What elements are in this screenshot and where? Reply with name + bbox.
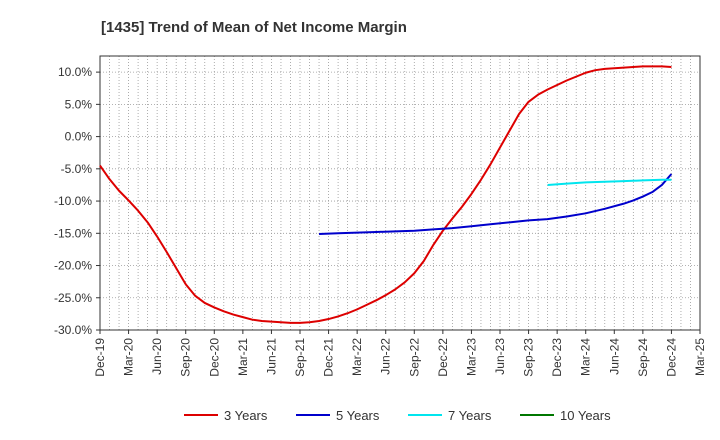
y-tick-label: 0.0% [65, 130, 93, 144]
chart-title: [1435] Trend of Mean of Net Income Margi… [101, 19, 407, 36]
x-tick-label: Dec-23 [550, 338, 564, 377]
y-tick-label: -20.0% [54, 259, 92, 273]
x-tick-label: Sep-20 [179, 338, 193, 377]
x-tick-label: Dec-21 [322, 338, 336, 377]
series-line-5-years [319, 173, 673, 235]
y-axis: 10.0% 5.0% 0.0% -5.0% -10.0% -15.0% -20.0% -25.… [54, 65, 100, 337]
x-tick-label: Jun-21 [264, 338, 278, 375]
y-tick-label: -30.0% [54, 323, 92, 337]
series-line-3-years [99, 65, 672, 324]
legend-label: 5 Years [336, 408, 380, 423]
y-tick-label: 10.0% [58, 65, 92, 79]
series-line-7-years [547, 178, 672, 186]
x-tick-label: Jun-23 [493, 338, 507, 375]
x-tick-label: Sep-24 [636, 338, 650, 377]
x-tick-label: Jun-20 [150, 338, 164, 375]
y-tick-label: -25.0% [54, 291, 92, 305]
x-axis: Dec-19 Mar-20 Jun-20 Sep-20 Dec-20 Mar-21 Jun-… [93, 330, 707, 377]
legend: 3 Years 5 Years 7 Years 10 Years [184, 408, 611, 423]
y-tick-label: -15.0% [54, 226, 92, 240]
series-layer [99, 65, 673, 324]
grid [100, 56, 700, 330]
y-tick-label: -10.0% [54, 194, 92, 208]
x-tick-label: Jun-22 [379, 338, 393, 375]
x-tick-label: Dec-19 [93, 338, 107, 377]
x-tick-label: Dec-20 [207, 338, 221, 377]
x-tick-label: Mar-24 [579, 338, 593, 376]
legend-label: 10 Years [560, 408, 611, 423]
x-tick-label: Sep-23 [522, 338, 536, 377]
x-tick-label: Dec-22 [436, 338, 450, 377]
x-tick-label: Sep-21 [293, 338, 307, 377]
y-tick-label: 5.0% [65, 97, 93, 111]
x-tick-label: Mar-22 [350, 338, 364, 376]
x-tick-label: Dec-24 [664, 338, 678, 377]
x-tick-label: Mar-20 [122, 338, 136, 376]
x-tick-label: Mar-21 [236, 338, 250, 376]
y-tick-label: -5.0% [61, 162, 93, 176]
x-tick-label: Mar-25 [693, 338, 707, 376]
x-tick-label: Mar-23 [464, 338, 478, 376]
plot-area-frame [99, 55, 701, 331]
x-tick-label: Jun-24 [607, 338, 621, 375]
legend-label: 7 Years [448, 408, 492, 423]
x-tick-label: Sep-22 [407, 338, 421, 377]
legend-label: 3 Years [224, 408, 268, 423]
